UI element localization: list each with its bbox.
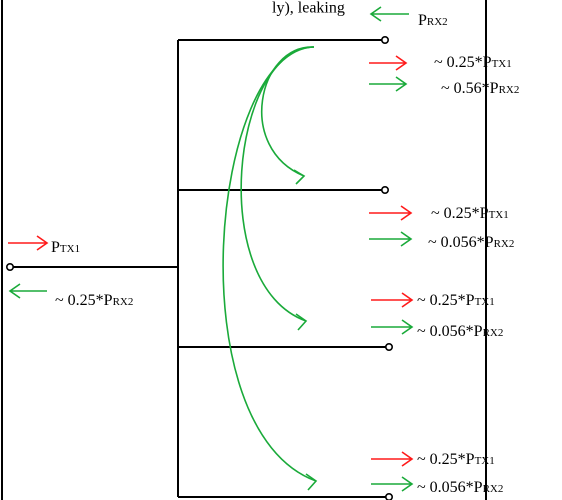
red-right-arrow-input	[8, 235, 49, 251]
reflection-curve-3-head	[305, 473, 318, 491]
ptx1-input-label: PTX1	[51, 239, 80, 256]
reflection-curve-1	[260, 46, 315, 177]
output1-tx-label: ~ 0.25*PTX1	[434, 54, 512, 71]
output-port-3	[384, 342, 393, 351]
reflection-curve-2-head	[295, 313, 308, 331]
prx2-label: PRX2	[418, 12, 448, 29]
output3-tx-label: ~ 0.25*PTX1	[417, 292, 495, 309]
green-left-arrow-input	[8, 283, 47, 299]
red-right-arrow-2	[369, 205, 413, 221]
output3-rx-label: ~ 0.056*PRX2	[417, 323, 503, 340]
red-right-arrow-1	[369, 55, 408, 71]
input-port	[6, 262, 15, 271]
input-leak-label: ~ 0.25*PRX2	[55, 292, 133, 309]
output1-rx-label: ~ 0.56*PRX2	[441, 80, 519, 97]
reflection-curves	[222, 46, 318, 491]
reflection-curve-3	[222, 46, 317, 482]
output-port-2	[380, 186, 389, 195]
green-right-arrow-4	[371, 476, 414, 492]
red-right-arrow-3	[371, 292, 414, 308]
red-right-arrow-4	[371, 451, 414, 467]
green-right-arrow-2	[369, 231, 413, 247]
green-right-arrow-1	[369, 76, 408, 92]
output2-rx-label: ~ 0.056*PRX2	[428, 234, 514, 251]
header-fragment: ly), leaking	[272, 0, 345, 16]
output2-tx-label: ~ 0.25*PTX1	[431, 205, 509, 222]
output-port-4	[385, 493, 393, 500]
output4-tx-label: ~ 0.25*PTX1	[417, 451, 495, 468]
reflection-curve-2	[240, 46, 315, 322]
green-left-arrow-top	[369, 6, 409, 22]
output-port-1	[380, 35, 389, 44]
reflection-curve-1-head	[293, 169, 306, 185]
output4-rx-label: ~ 0.056*PRX2	[417, 479, 503, 496]
green-right-arrow-3	[371, 319, 414, 335]
